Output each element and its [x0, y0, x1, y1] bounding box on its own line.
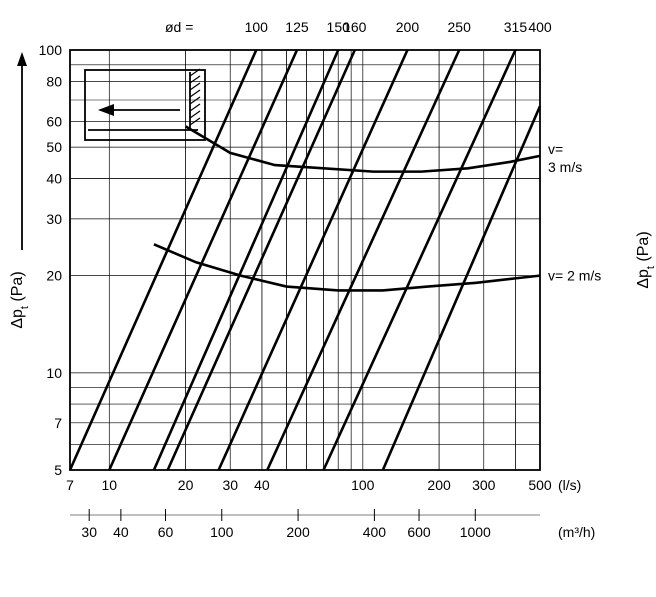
x-tick-label-ls: 500 [528, 477, 552, 493]
x-tick-label-ls: 10 [101, 477, 117, 493]
y-axis-label: Δpt (Pa) [9, 271, 31, 328]
y-tick-label: 20 [46, 268, 62, 284]
inset-arrowhead [98, 104, 114, 116]
y-tick-label: 10 [46, 365, 62, 381]
inset-hatch [190, 111, 200, 118]
x-tick-label-ls: 30 [222, 477, 238, 493]
inset-hatch [190, 76, 200, 83]
x-tick-label-m3h: 30 [81, 524, 97, 540]
diameter-line [324, 50, 516, 470]
x-tick-label-m3h: 1000 [460, 524, 491, 540]
diameter-label: 250 [448, 19, 472, 35]
x-unit-m3h: (m³/h) [558, 524, 595, 540]
x-tick-label-ls: 100 [351, 477, 375, 493]
x-tick-label-m3h: 40 [113, 524, 129, 540]
y-tick-label: 30 [46, 211, 62, 227]
x-tick-label-m3h: 60 [158, 524, 174, 540]
y-axis-label-right: Δpt (Pa) [635, 231, 656, 288]
y-tick-label: 80 [46, 73, 62, 89]
y-axis-arrowhead [17, 52, 27, 66]
x-tick-label-m3h: 200 [286, 524, 310, 540]
y-tick-label: 100 [39, 42, 63, 58]
inset-hatch [190, 97, 200, 104]
diameter-label: 100 [245, 19, 269, 35]
x-tick-label-ls: 7 [66, 477, 74, 493]
diameter-label: 200 [396, 19, 420, 35]
inset-hatch [190, 83, 200, 90]
inset-hatch [190, 104, 200, 111]
inset-hatch [190, 90, 200, 97]
x-tick-label-m3h: 600 [407, 524, 431, 540]
diameter-line [109, 50, 297, 470]
x-tick-label-m3h: 100 [210, 524, 234, 540]
velocity-label-2: v= 2 m/s [548, 268, 601, 284]
velocity-label-3a: v= [548, 141, 563, 157]
diameter-label: 400 [528, 19, 552, 35]
y-tick-label: 60 [46, 114, 62, 130]
y-tick-label: 7 [54, 415, 62, 431]
velocity-label-3b: 3 m/s [548, 159, 582, 175]
velocity-curve [154, 244, 540, 290]
x-tick-label-ls: 20 [178, 477, 194, 493]
diameter-prefix: ød = [165, 19, 193, 35]
diameter-line [70, 50, 256, 470]
y-tick-label: 50 [46, 139, 62, 155]
diameter-label: 160 [343, 19, 367, 35]
x-tick-label-m3h: 400 [363, 524, 387, 540]
diameter-line [168, 50, 355, 470]
diameter-label: 315 [504, 19, 528, 35]
x-tick-label-ls: 300 [472, 477, 496, 493]
x-unit-ls: (l/s) [558, 477, 581, 493]
diameter-label: 125 [285, 19, 309, 35]
plot-frame [70, 50, 540, 470]
y-tick-label: 40 [46, 170, 62, 186]
y-tick-label: 5 [54, 462, 62, 478]
x-tick-label-ls: 200 [427, 477, 451, 493]
x-tick-label-ls: 40 [254, 477, 270, 493]
diameter-line [267, 50, 459, 470]
